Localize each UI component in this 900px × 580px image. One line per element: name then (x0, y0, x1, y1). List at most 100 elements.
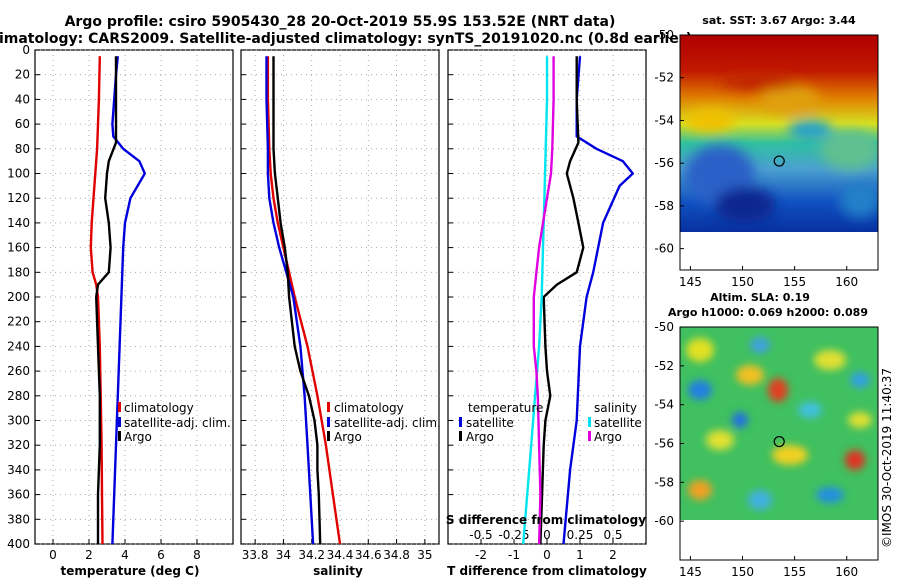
s-tick-label: -0.25 (498, 528, 529, 542)
y-tick-label: 340 (7, 463, 30, 477)
figure-title-line2: Climatology: CARS2009. Satellite-adjuste… (0, 31, 692, 47)
difference-xlabel: T difference from climatology (447, 564, 647, 578)
difference-legend: temperature satellite Argo salinity sate… (459, 401, 642, 444)
legend-swatch-argo (327, 431, 330, 441)
legend-swatch-satellite (327, 417, 330, 427)
map-x-tick-label: 160 (835, 275, 858, 289)
x-tick-label: 34.4 (327, 548, 354, 562)
difference-plot: -2 -1 0 1 2 -0.5 -0.25 0 0.25 0.5 (448, 49, 646, 562)
map-x-tick-label: 150 (731, 275, 754, 289)
legend-label-s-argo: Argo (594, 430, 622, 444)
legend-swatch-s-argo (588, 431, 591, 441)
temperature-panel-frame (34, 49, 234, 545)
y-tick-label: 300 (7, 414, 30, 428)
legend-label-argo: Argo (334, 430, 362, 444)
sst-map-title: sat. SST: 3.67 Argo: 3.44 (702, 14, 856, 27)
y-tick-label: 380 (7, 512, 30, 526)
series-line-climatology (89, 56, 104, 544)
x-tick-label: 0 (49, 548, 57, 562)
series-group (522, 56, 634, 544)
legend-swatch-climatology (118, 402, 121, 412)
series-line-climatology (266, 56, 342, 544)
map-x-tick-label: 145 (679, 275, 702, 289)
sst-profile-marker (773, 155, 785, 167)
y-tick-label: 40 (15, 92, 30, 106)
x-tick-label: 2 (85, 548, 93, 562)
map-y-tick-label: -52 (654, 71, 674, 85)
sst-map-frame (679, 34, 879, 271)
y-tick-label: 20 (15, 68, 30, 82)
salinity-legend: climatology satellite-adj. clim. Argo (327, 401, 441, 444)
legend-label-satellite: satellite-adj. clim. (334, 416, 441, 430)
s-tick-label: -0.5 (469, 528, 492, 542)
series-line-argo (94, 56, 118, 544)
y-tick-label: 360 (7, 488, 30, 502)
y-tick-label: 260 (7, 364, 30, 378)
x-tick-label: 33.8 (242, 548, 269, 562)
temperature-xlabel: temperature (deg C) (61, 564, 200, 578)
x-tick-label: 34 (276, 548, 291, 562)
y-tick-label: 320 (7, 438, 30, 452)
x-tick-label: 34.2 (298, 548, 325, 562)
y-tick-label: 280 (7, 389, 30, 403)
legend-label-argo: Argo (124, 430, 152, 444)
x-tick-label: 1 (576, 548, 584, 562)
map-y-tick-label: -54 (654, 113, 674, 127)
map-x-tick-label: 155 (783, 565, 806, 579)
y-tick-label: 0 (22, 43, 30, 57)
map-y-tick-label: -54 (654, 398, 674, 412)
sla-heatmap (680, 327, 878, 520)
legend-title-temperature: temperature (468, 401, 543, 415)
legend-label-s-satellite: satellite (594, 416, 642, 430)
map-y-tick-label: -56 (654, 437, 674, 451)
x-tick-label: 8 (193, 548, 201, 562)
y-tick-label: 140 (7, 216, 30, 230)
series-line-t-satellite (562, 56, 634, 544)
salinity-xlabel: salinity (313, 564, 363, 578)
sla-profile-marker (773, 435, 785, 448)
y-tick-label: 180 (7, 265, 30, 279)
sst-features (685, 74, 878, 223)
map-y-tick-label: -60 (654, 514, 674, 528)
legend-swatch-s-satellite (588, 417, 591, 427)
map-x-tick-label: 155 (783, 275, 806, 289)
map-y-tick-label: -50 (654, 28, 674, 42)
sla-map-subtitle: Argo h1000: 0.069 h2000: 0.089 (668, 306, 868, 319)
s-tick-label: 0.5 (603, 528, 622, 542)
map-x-tick-label: 150 (731, 565, 754, 579)
sst-map-axes: 145 150 155 160 -50 -52 -54 -56 -58 -60 (654, 28, 858, 289)
legend-title-salinity: salinity (594, 401, 637, 415)
series-line-satellite-adj-clim- (265, 56, 315, 544)
legend-label-climatology: climatology (334, 401, 404, 415)
y-tick-label: 160 (7, 241, 30, 255)
map-y-tick-label: -60 (654, 242, 674, 256)
sla-map-axes: 145 150 155 160 -50 -52 -54 -56 -58 -60 (654, 320, 858, 579)
figure-title-line1: Argo profile: csiro 5905430_28 20-Oct-20… (65, 14, 616, 30)
legend-label-climatology: climatology (124, 401, 194, 415)
sst-heatmap (680, 35, 878, 232)
y-tick-label: 80 (15, 142, 30, 156)
legend-swatch-climatology (327, 402, 330, 412)
salinity-plot: 33.8 34 34.2 34.4 34.6 34.8 35 (241, 49, 439, 562)
series-line-argo (272, 56, 322, 544)
series-line-satellite-adj-clim- (111, 56, 147, 544)
map-y-tick-label: -52 (654, 359, 674, 373)
y-tick-label: 60 (15, 117, 30, 131)
x-tick-label: 2 (609, 548, 617, 562)
legend-swatch-argo (118, 431, 121, 441)
legend-label-t-satellite: satellite (466, 416, 514, 430)
map-x-tick-label: 145 (679, 565, 702, 579)
series-group (265, 56, 342, 544)
x-tick-label: 34.8 (383, 548, 410, 562)
legend-label-satellite: satellite-adj. clim. (124, 416, 231, 430)
y-tick-label: 240 (7, 339, 30, 353)
series-line-s-argo (532, 56, 555, 544)
x-tick-label: 34.6 (355, 548, 382, 562)
x-tick-label: 6 (157, 548, 165, 562)
series-line-s-satellite (522, 56, 549, 544)
x-tick-label: -2 (475, 548, 487, 562)
series-line-t-argo (539, 56, 585, 544)
s-tick-label: 0 (543, 528, 551, 542)
y-tick-label: 120 (7, 191, 30, 205)
legend-label-t-argo: Argo (466, 430, 494, 444)
